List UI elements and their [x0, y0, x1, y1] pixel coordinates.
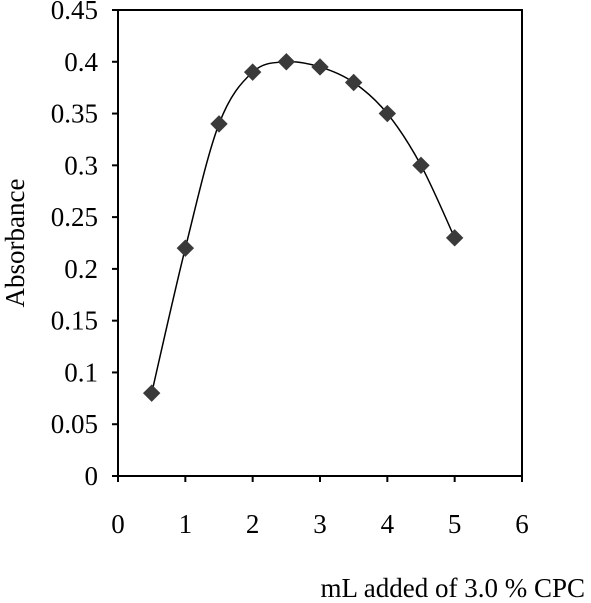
y-axis-title: Absorbance: [0, 179, 30, 308]
data-point-marker: [412, 156, 430, 175]
y-tick-label: 0.15: [51, 306, 98, 336]
x-tick-label: 0: [111, 509, 125, 539]
x-tick-label: 2: [246, 509, 260, 539]
data-point-marker: [210, 115, 228, 133]
y-tick-label: 0.2: [64, 254, 98, 284]
data-point-marker: [243, 63, 262, 81]
x-axis-ticks: 0 1 2 3 4 5 6: [111, 476, 529, 539]
y-tick-label: 0.35: [51, 99, 98, 129]
x-axis-title: mL added of 3.0 % CPC: [321, 573, 585, 603]
y-tick-label: 0.3: [64, 150, 98, 180]
data-point-marker: [311, 58, 329, 76]
y-tick-label: 0.45: [51, 0, 98, 25]
x-tick-label: 4: [381, 509, 395, 539]
data-point-marker: [176, 239, 195, 257]
x-tick-label: 1: [179, 509, 193, 539]
x-tick-label: 3: [313, 509, 327, 539]
y-tick-label: 0.4: [64, 47, 98, 77]
data-point-marker: [277, 53, 296, 71]
y-tick-label: 0.05: [51, 409, 98, 439]
data-point-marker: [344, 73, 363, 92]
y-tick-label: 0.25: [51, 202, 98, 232]
data-point-marker: [445, 229, 464, 247]
plot-frame: [117, 9, 523, 477]
data-markers: [142, 53, 464, 402]
y-tick-label: 0.1: [64, 357, 98, 387]
x-tick-label: 5: [448, 509, 462, 539]
data-point-marker: [378, 104, 397, 123]
y-tick-label: 0: [85, 461, 99, 491]
x-tick-label: 6: [515, 509, 529, 539]
series-line: [150, 60, 456, 394]
y-axis-ticks: 0 0.05 0.1 0.15 0.2 0.25 0.3 0.35 0.4 0.45: [51, 0, 118, 491]
data-point-marker: [142, 384, 161, 402]
